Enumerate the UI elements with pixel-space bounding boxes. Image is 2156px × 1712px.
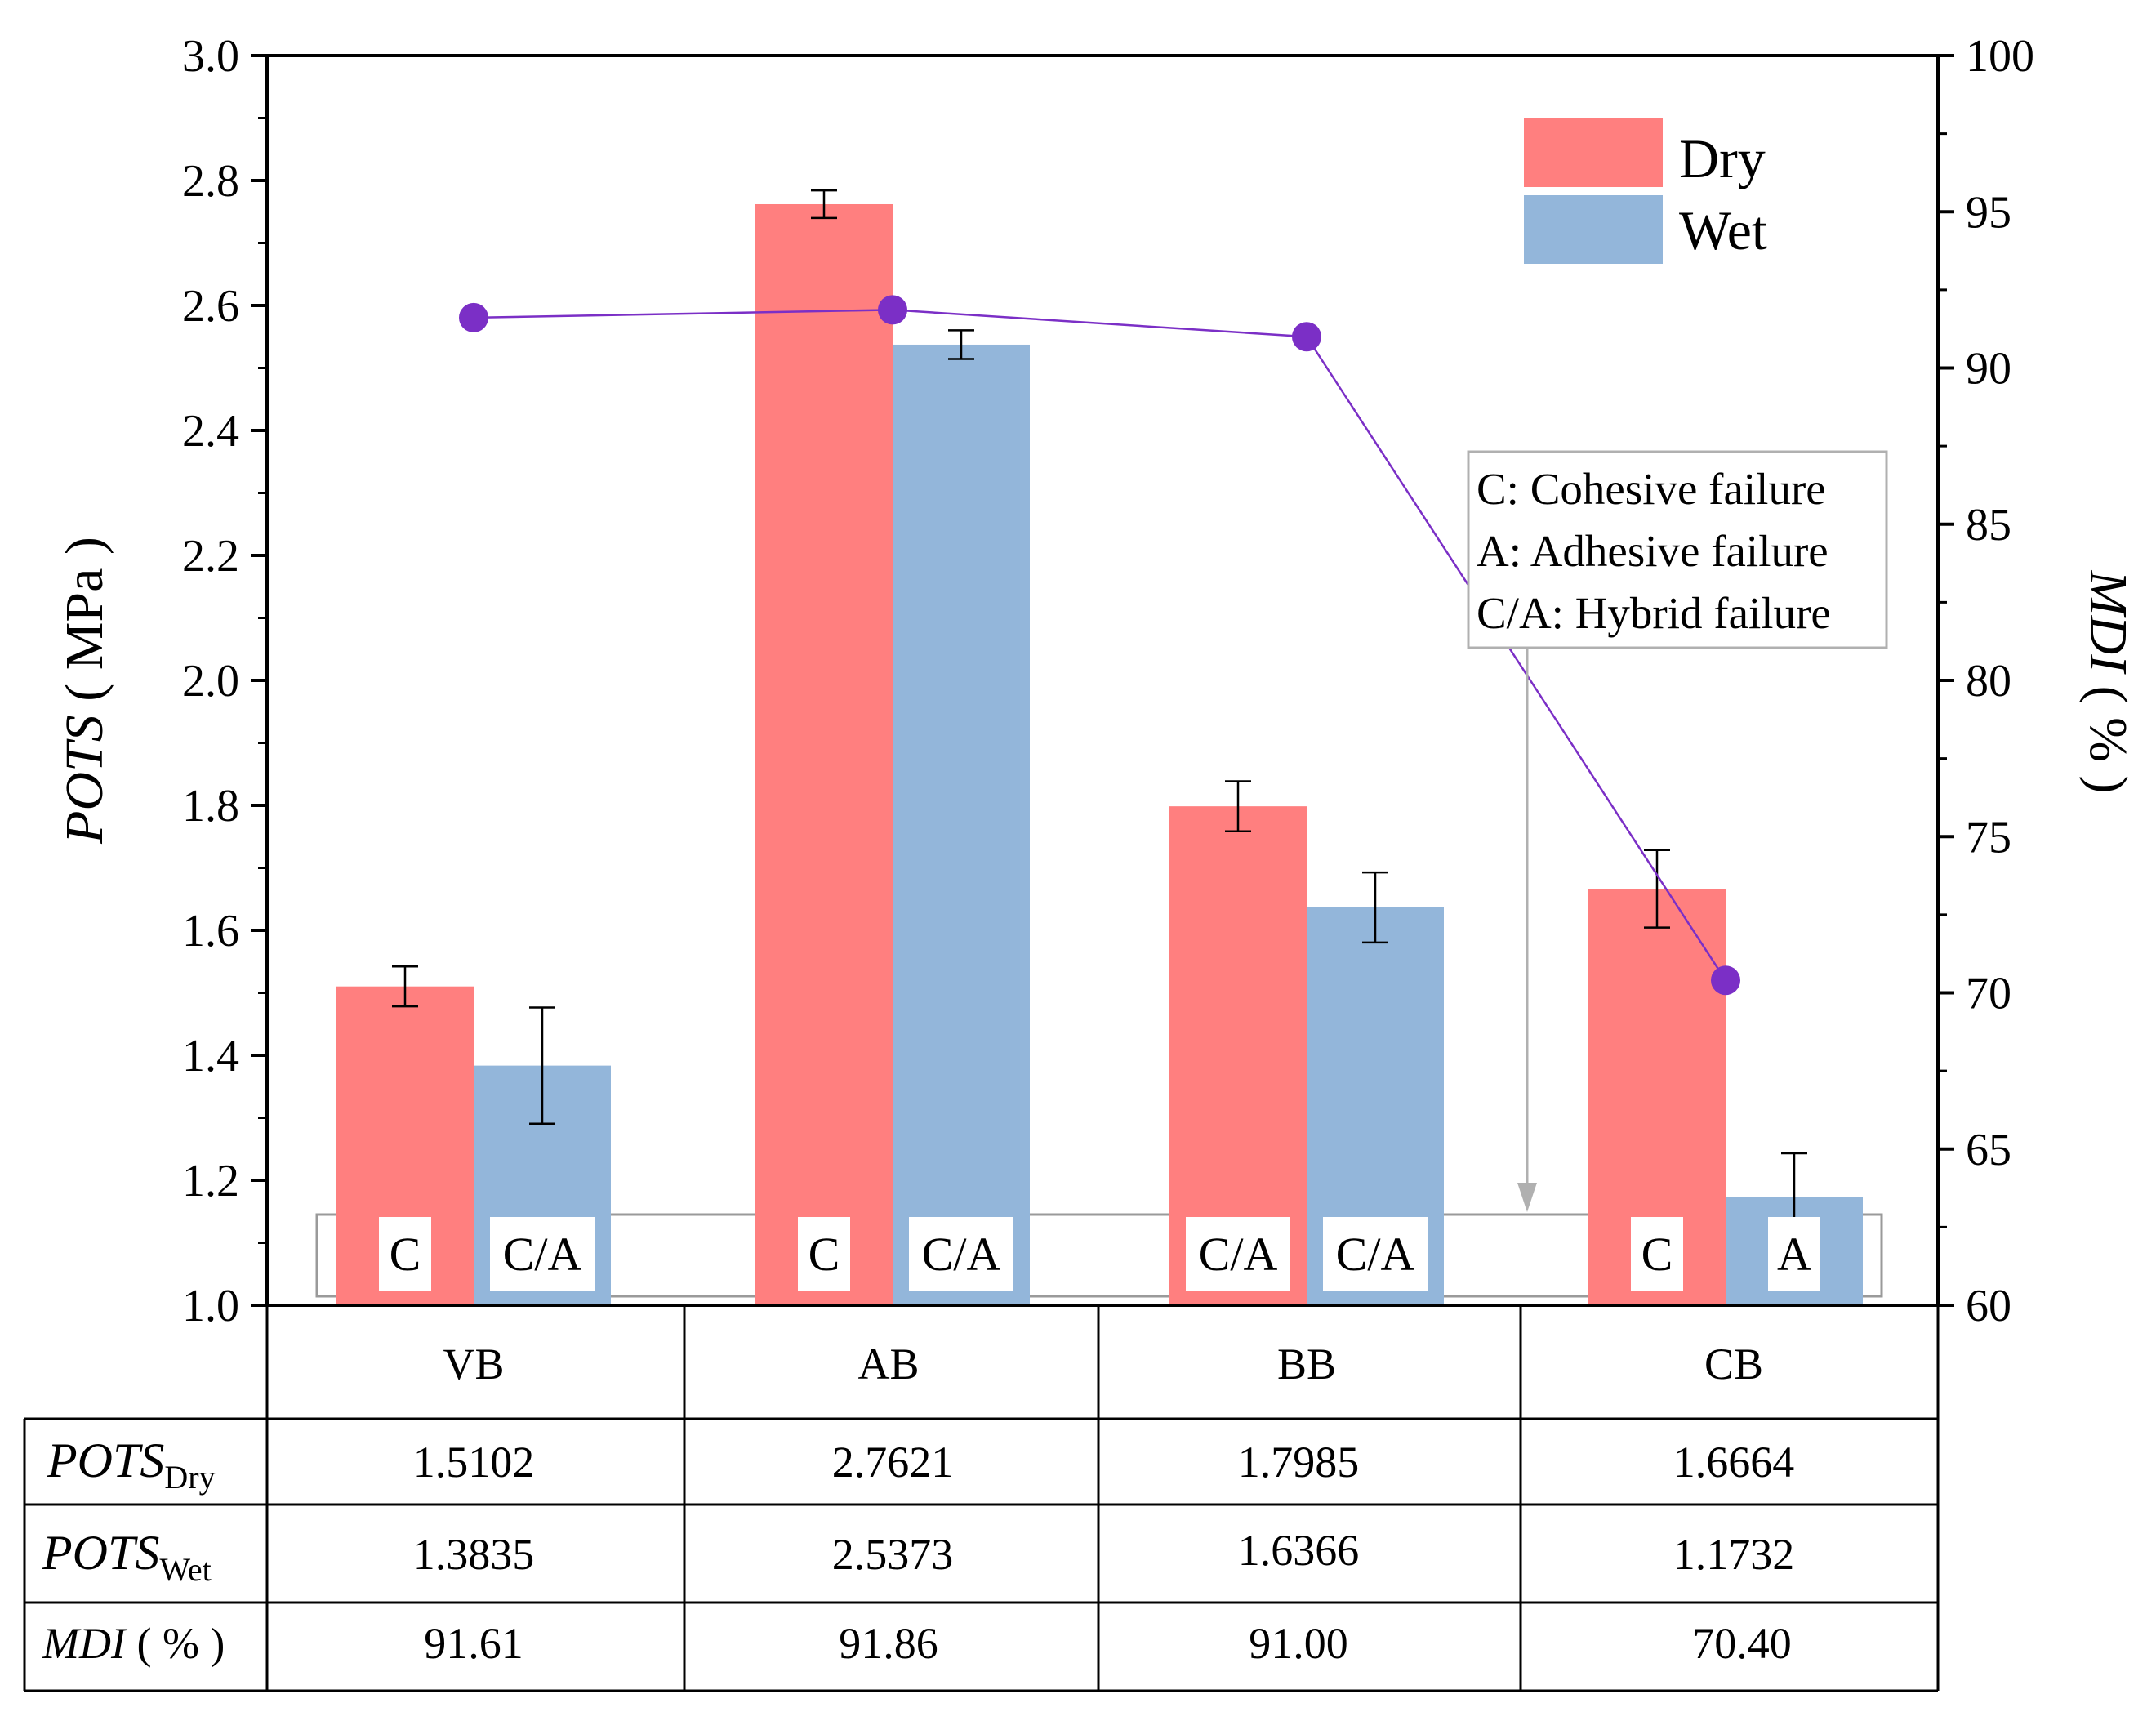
right-tick-label: 80	[1966, 656, 2011, 707]
left-tick-label: 1.8	[182, 781, 239, 831]
left-tick-label: 2.4	[182, 406, 239, 457]
table-cell: 1.3835	[413, 1530, 535, 1579]
table-cell: 91.86	[839, 1619, 938, 1668]
left-tick-label: 2.2	[182, 531, 239, 582]
mdi-line-layer	[459, 295, 1740, 996]
mdi-point	[459, 302, 488, 332]
failure-code-box	[379, 1217, 431, 1291]
table-cell: 2.7621	[832, 1438, 954, 1487]
failure-code-box	[1631, 1217, 1683, 1291]
failure-code-box	[490, 1217, 595, 1291]
table-cell: 70.40	[1692, 1619, 1792, 1668]
row-label-pots-wet: POTSWet	[42, 1526, 212, 1588]
legend: Dry Wet	[1524, 118, 1767, 264]
table-cell: 91.61	[424, 1619, 523, 1668]
table-cell: 1.6664	[1673, 1438, 1795, 1487]
failure-code-label: A	[1777, 1228, 1811, 1281]
table-cell: 1.5102	[413, 1438, 535, 1487]
y-axis-title-left: POTS ( MPa )	[55, 537, 114, 845]
right-tick-label: 90	[1966, 344, 2011, 395]
bar-dry-ab	[755, 203, 893, 1305]
left-tick-label: 3.0	[182, 31, 239, 82]
row-label-mdi: MDI ( % )	[42, 1619, 225, 1668]
right-tick-label: 70	[1966, 969, 2011, 1019]
left-tick-label: 1.4	[182, 1031, 239, 1081]
table-header: BB	[1277, 1340, 1336, 1389]
failure-code-label: C/A	[1199, 1228, 1278, 1281]
bar-layer	[336, 203, 1863, 1305]
legend-swatch-wet	[1524, 195, 1663, 264]
table-cell: 1.1732	[1673, 1530, 1795, 1579]
right-tick-label: 65	[1966, 1125, 2011, 1175]
mdi-point	[1292, 322, 1321, 352]
table-header: CB	[1704, 1340, 1763, 1389]
mdi-point	[1711, 965, 1740, 996]
failure-code-box	[1768, 1217, 1820, 1291]
right-tick-label: 95	[1966, 187, 2011, 238]
table-cell: 2.5373	[832, 1530, 954, 1579]
bar-wet-ab	[893, 344, 1030, 1305]
right-tick-label: 100	[1966, 31, 2034, 82]
data-table: VB AB BB CB 1.5102 2.7621 1.7985 1.6664 …	[23, 1305, 1940, 1692]
mdi-line	[473, 309, 1727, 981]
row-label-pots-dry: POTSDry	[47, 1433, 216, 1496]
legend-label-dry: Dry	[1679, 127, 1766, 189]
table-header: AB	[858, 1340, 919, 1389]
left-tick-label: 1.6	[182, 906, 239, 956]
failure-note-line: C/A: Hybrid failure	[1477, 588, 1831, 638]
failure-code-label: C	[390, 1228, 421, 1281]
legend-swatch-dry	[1524, 118, 1663, 187]
failure-note-line: C: Cohesive failure	[1477, 464, 1826, 514]
mdi-point	[878, 295, 907, 325]
right-tick-label: 75	[1966, 812, 2011, 863]
left-tick-label: 1.0	[182, 1281, 239, 1331]
failure-code-box	[909, 1217, 1013, 1291]
failure-code-label: C/A	[922, 1228, 1001, 1281]
legend-label-wet: Wet	[1679, 199, 1767, 261]
table-cell: 1.7985	[1238, 1438, 1360, 1487]
table-cell: 1.6366	[1238, 1526, 1360, 1575]
failure-code-label: C	[1642, 1228, 1673, 1281]
table-header: VB	[443, 1340, 504, 1389]
y-axis-title-right: MDI ( % )	[2078, 569, 2138, 793]
right-ticks: 60 65 70 75 80 85 90 95 100	[1938, 31, 2034, 1331]
note-arrow	[1517, 647, 1537, 1212]
failure-note: C: Cohesive failure A: Adhesive failure …	[1467, 450, 1888, 649]
right-tick-label: 85	[1966, 500, 2011, 551]
failure-code-box	[1186, 1217, 1290, 1291]
right-tick-label: 60	[1966, 1281, 2011, 1331]
left-tick-label: 1.2	[182, 1156, 239, 1206]
failure-code-label: C/A	[1336, 1228, 1415, 1281]
failure-note-line: A: Adhesive failure	[1477, 526, 1829, 576]
failure-code-layer: C C C/A C C/A C/A C/A A	[379, 1217, 1820, 1291]
table-cell: 91.00	[1249, 1619, 1348, 1668]
failure-code-box	[798, 1217, 850, 1291]
failure-mode-frame	[315, 1213, 1883, 1298]
failure-code-label: C/A	[503, 1228, 582, 1281]
failure-code-label: C	[808, 1228, 840, 1281]
failure-code-box	[1323, 1217, 1428, 1291]
left-tick-label: 2.0	[182, 656, 239, 707]
left-ticks: 1.0 1.2 1.4 1.6 1.8 2.0 2.2 2.4 2.6 2.8 3.0	[182, 31, 267, 1331]
left-tick-label: 2.8	[182, 156, 239, 207]
left-tick-label: 2.6	[182, 281, 239, 332]
